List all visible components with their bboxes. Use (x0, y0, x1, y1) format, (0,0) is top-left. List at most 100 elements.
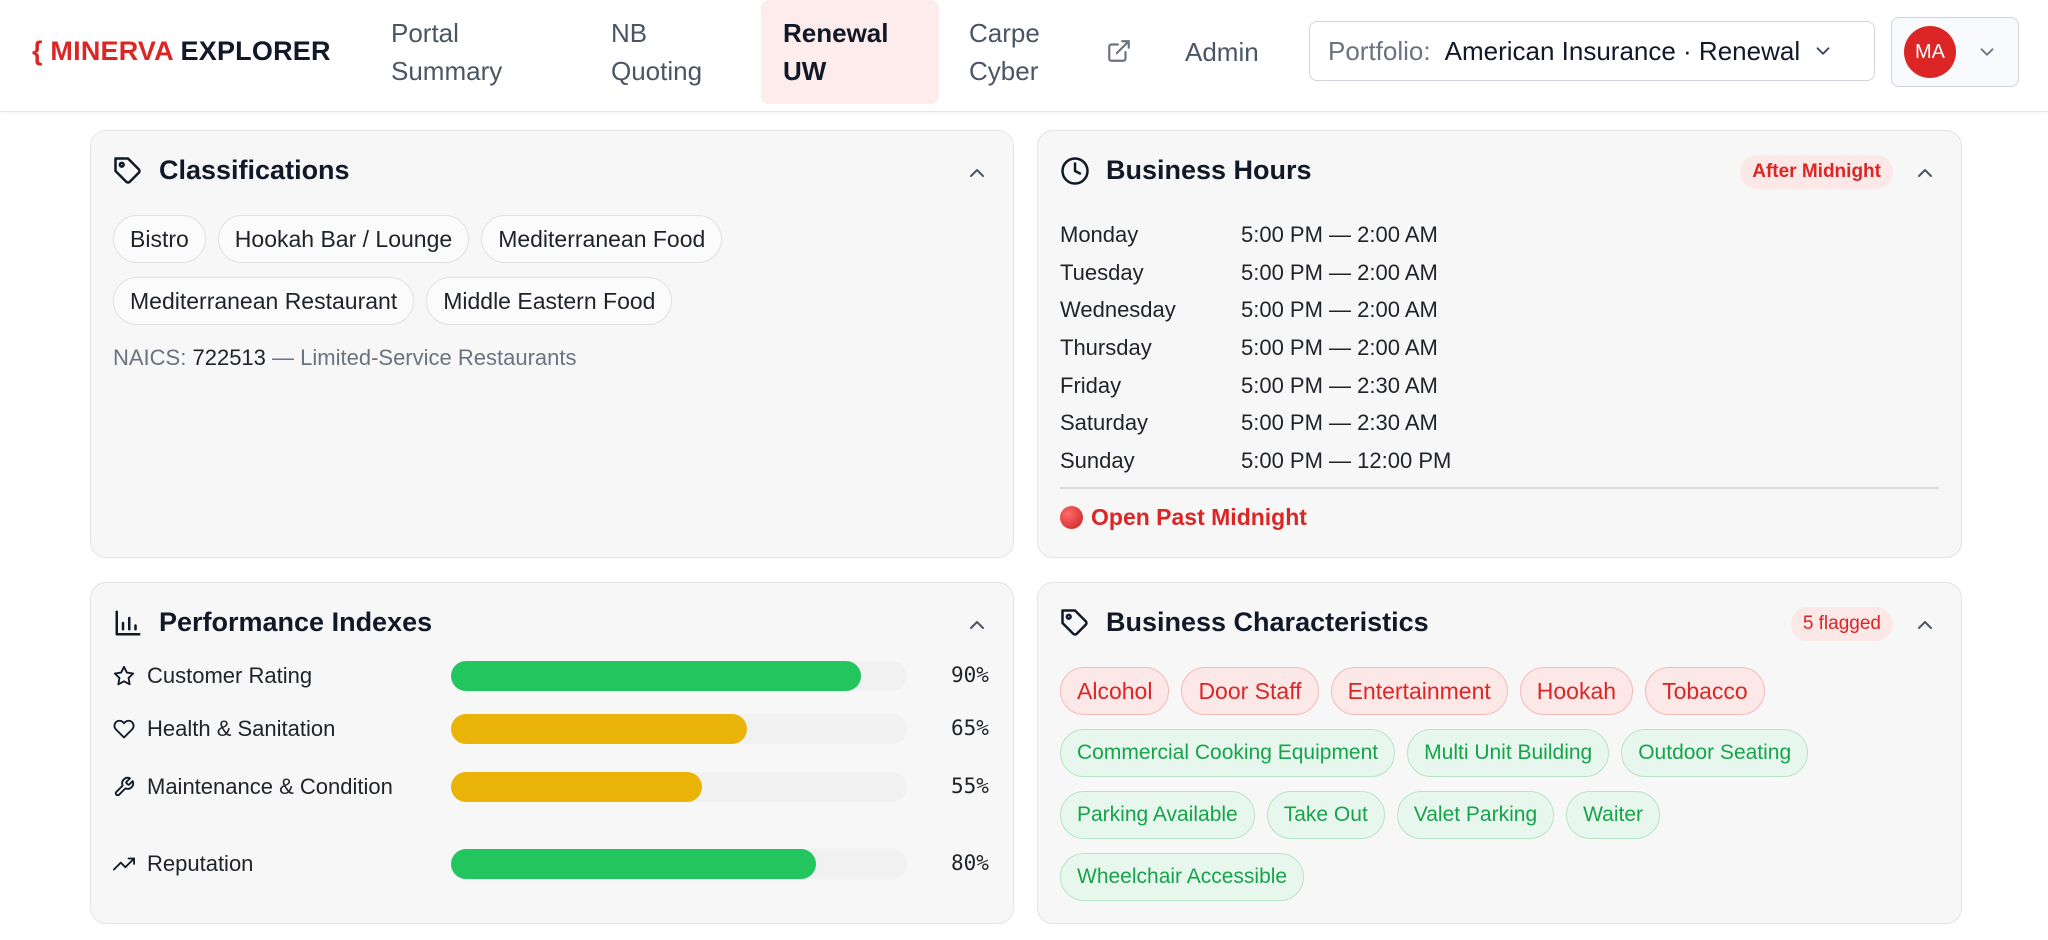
chevron-up-icon[interactable] (1913, 613, 1937, 637)
tab-admin[interactable]: Admin (1163, 0, 1281, 104)
brand-name-part1: MINERVA (50, 36, 173, 66)
portfolio-select[interactable]: Portfolio: American Insurance · Renewal (1309, 21, 1875, 81)
avatar: MA (1904, 26, 1956, 78)
tab-label-line2: Summary (391, 56, 503, 86)
hours-row: Wednesday 5:00 PM — 2:00 AM (1060, 291, 1960, 329)
tab-portal-summary[interactable]: Portal Summary (369, 0, 524, 104)
classifications-card: Classifications Bistro Hookah Bar / Loun… (90, 130, 1014, 558)
progress-fill (451, 772, 702, 802)
brand-logo[interactable]: { MINERVA EXPLORER (32, 36, 331, 67)
tab-label-line1: Admin (1185, 37, 1259, 67)
characteristic-chip: Take Out (1266, 791, 1385, 839)
progress-fill (451, 714, 748, 744)
card-title: Performance Indexes (159, 607, 433, 637)
tag-icon (114, 156, 141, 184)
hours-list: Monday 5:00 PM — 2:00 AM Tuesday 5:00 PM —… (1060, 216, 1960, 480)
clock-icon (1061, 156, 1089, 185)
card-title: Business Hours (1106, 155, 1312, 185)
tab-carpe-cyber[interactable]: Carpe Cyber (947, 0, 1062, 104)
wrench-icon (114, 776, 135, 797)
progress-fill (451, 849, 816, 879)
day-label: Saturday (1060, 410, 1149, 436)
chevron-up-icon[interactable] (1913, 161, 1937, 185)
divider (1060, 487, 1939, 489)
hours-value: 5:00 PM — 2:00 AM (1241, 259, 1438, 285)
performance-row: Maintenance & Condition 55% (113, 757, 993, 817)
performance-value: 65% (951, 716, 989, 740)
characteristic-chip: Valet Parking (1396, 791, 1555, 839)
external-link-icon[interactable] (1106, 38, 1132, 64)
performance-value: 90% (951, 663, 989, 687)
performance-row: Health & Sanitation 65% (113, 714, 993, 744)
brand-brace: { (32, 36, 43, 66)
tab-label-line1: Portal (391, 18, 459, 48)
performance-label: Maintenance & Condition (147, 774, 393, 799)
portfolio-label: Portfolio: (1328, 35, 1431, 66)
portfolio-value: American Insurance · Renewal (1444, 35, 1801, 66)
chevron-up-icon[interactable] (965, 613, 989, 637)
tab-renewal-uw[interactable]: Renewal UW (761, 0, 939, 104)
tab-label-line2: UW (783, 56, 827, 86)
day-label: Thursday (1060, 334, 1152, 360)
classification-chip: Middle Eastern Food (426, 277, 673, 325)
performance-row: Customer Rating 90% (113, 661, 993, 691)
performance-label: Customer Rating (147, 663, 313, 688)
after-midnight-badge: After Midnight (1740, 155, 1893, 189)
hours-value: 5:00 PM — 2:00 AM (1241, 334, 1438, 360)
hours-row: Thursday 5:00 PM — 2:00 AM (1060, 329, 1960, 367)
progress-track (451, 772, 907, 802)
hours-row: Saturday 5:00 PM — 2:30 AM (1060, 404, 1960, 442)
top-nav: { MINERVA EXPLORER Portal Summary NB Quo… (0, 0, 2048, 112)
characteristic-chips: Alcohol Door Staff Entertainment Hookah … (1060, 667, 1900, 901)
classification-chips: Bistro Hookah Bar / Lounge Mediterranean… (113, 215, 813, 325)
flagged-characteristic-chip: Door Staff (1181, 667, 1319, 715)
tag-icon (1061, 608, 1088, 636)
tab-label-line1: Renewal (783, 18, 889, 48)
naics-description: — Limited-Service Restaurants (272, 345, 577, 370)
chevron-down-icon (1816, 47, 1830, 55)
naics-code: 722513 (192, 345, 266, 370)
hours-row: Sunday 5:00 PM — 12:00 PM (1060, 442, 1960, 480)
trending-up-icon (113, 857, 135, 871)
day-label: Monday (1060, 221, 1139, 247)
day-label: Friday (1060, 372, 1122, 398)
card-header: Business Hours (1060, 155, 1312, 186)
characteristic-chip: Outdoor Seating (1621, 729, 1809, 777)
card-header: Classifications (113, 155, 350, 186)
characteristic-chip: Wheelchair Accessible (1060, 853, 1305, 901)
hours-value: 5:00 PM — 2:00 AM (1241, 221, 1438, 247)
performance-value: 80% (951, 851, 989, 875)
chevron-up-icon[interactable] (965, 161, 989, 185)
progress-track (451, 849, 907, 879)
day-label: Sunday (1060, 447, 1135, 473)
heart-icon (113, 719, 135, 739)
bar-chart-icon (115, 610, 141, 635)
day-label: Tuesday (1060, 259, 1144, 285)
tab-nb-quoting[interactable]: NB Quoting (589, 0, 724, 104)
card-header: Business Characteristics (1060, 607, 1429, 638)
characteristic-chip: Waiter (1566, 791, 1661, 839)
user-menu-button[interactable]: MA (1891, 17, 2019, 87)
classification-chip: Mediterranean Restaurant (113, 277, 415, 325)
flagged-characteristic-chip: Entertainment (1330, 667, 1508, 715)
brand-name-part2: EXPLORER (180, 36, 331, 66)
chevron-down-icon (1980, 48, 1994, 56)
hours-value: 5:00 PM — 2:30 AM (1241, 410, 1438, 436)
flagged-characteristic-chip: Hookah (1519, 667, 1634, 715)
hours-value: 5:00 PM — 2:30 AM (1241, 372, 1438, 398)
characteristic-chip: Commercial Cooking Equipment (1060, 729, 1396, 777)
tab-label-line1: Carpe (969, 18, 1040, 48)
performance-indexes-card: Performance Indexes Customer Rating 90% … (90, 582, 1014, 924)
hours-row: Monday 5:00 PM — 2:00 AM (1060, 216, 1960, 254)
performance-label: Health & Sanitation (147, 716, 336, 741)
business-characteristics-card: Business Characteristics 5 flagged Alcoh… (1037, 582, 1962, 924)
star-icon (113, 665, 135, 686)
card-header: Performance Indexes (113, 607, 432, 638)
hours-row: Tuesday 5:00 PM — 2:00 AM (1060, 254, 1960, 292)
tab-label-line2: Quoting (611, 56, 703, 86)
performance-row: Reputation 80% (113, 849, 993, 879)
flagged-count-badge: 5 flagged (1790, 607, 1893, 641)
red-circle-icon (1060, 506, 1083, 529)
progress-track (451, 714, 907, 744)
hours-value: 5:00 PM — 2:00 AM (1241, 297, 1438, 323)
